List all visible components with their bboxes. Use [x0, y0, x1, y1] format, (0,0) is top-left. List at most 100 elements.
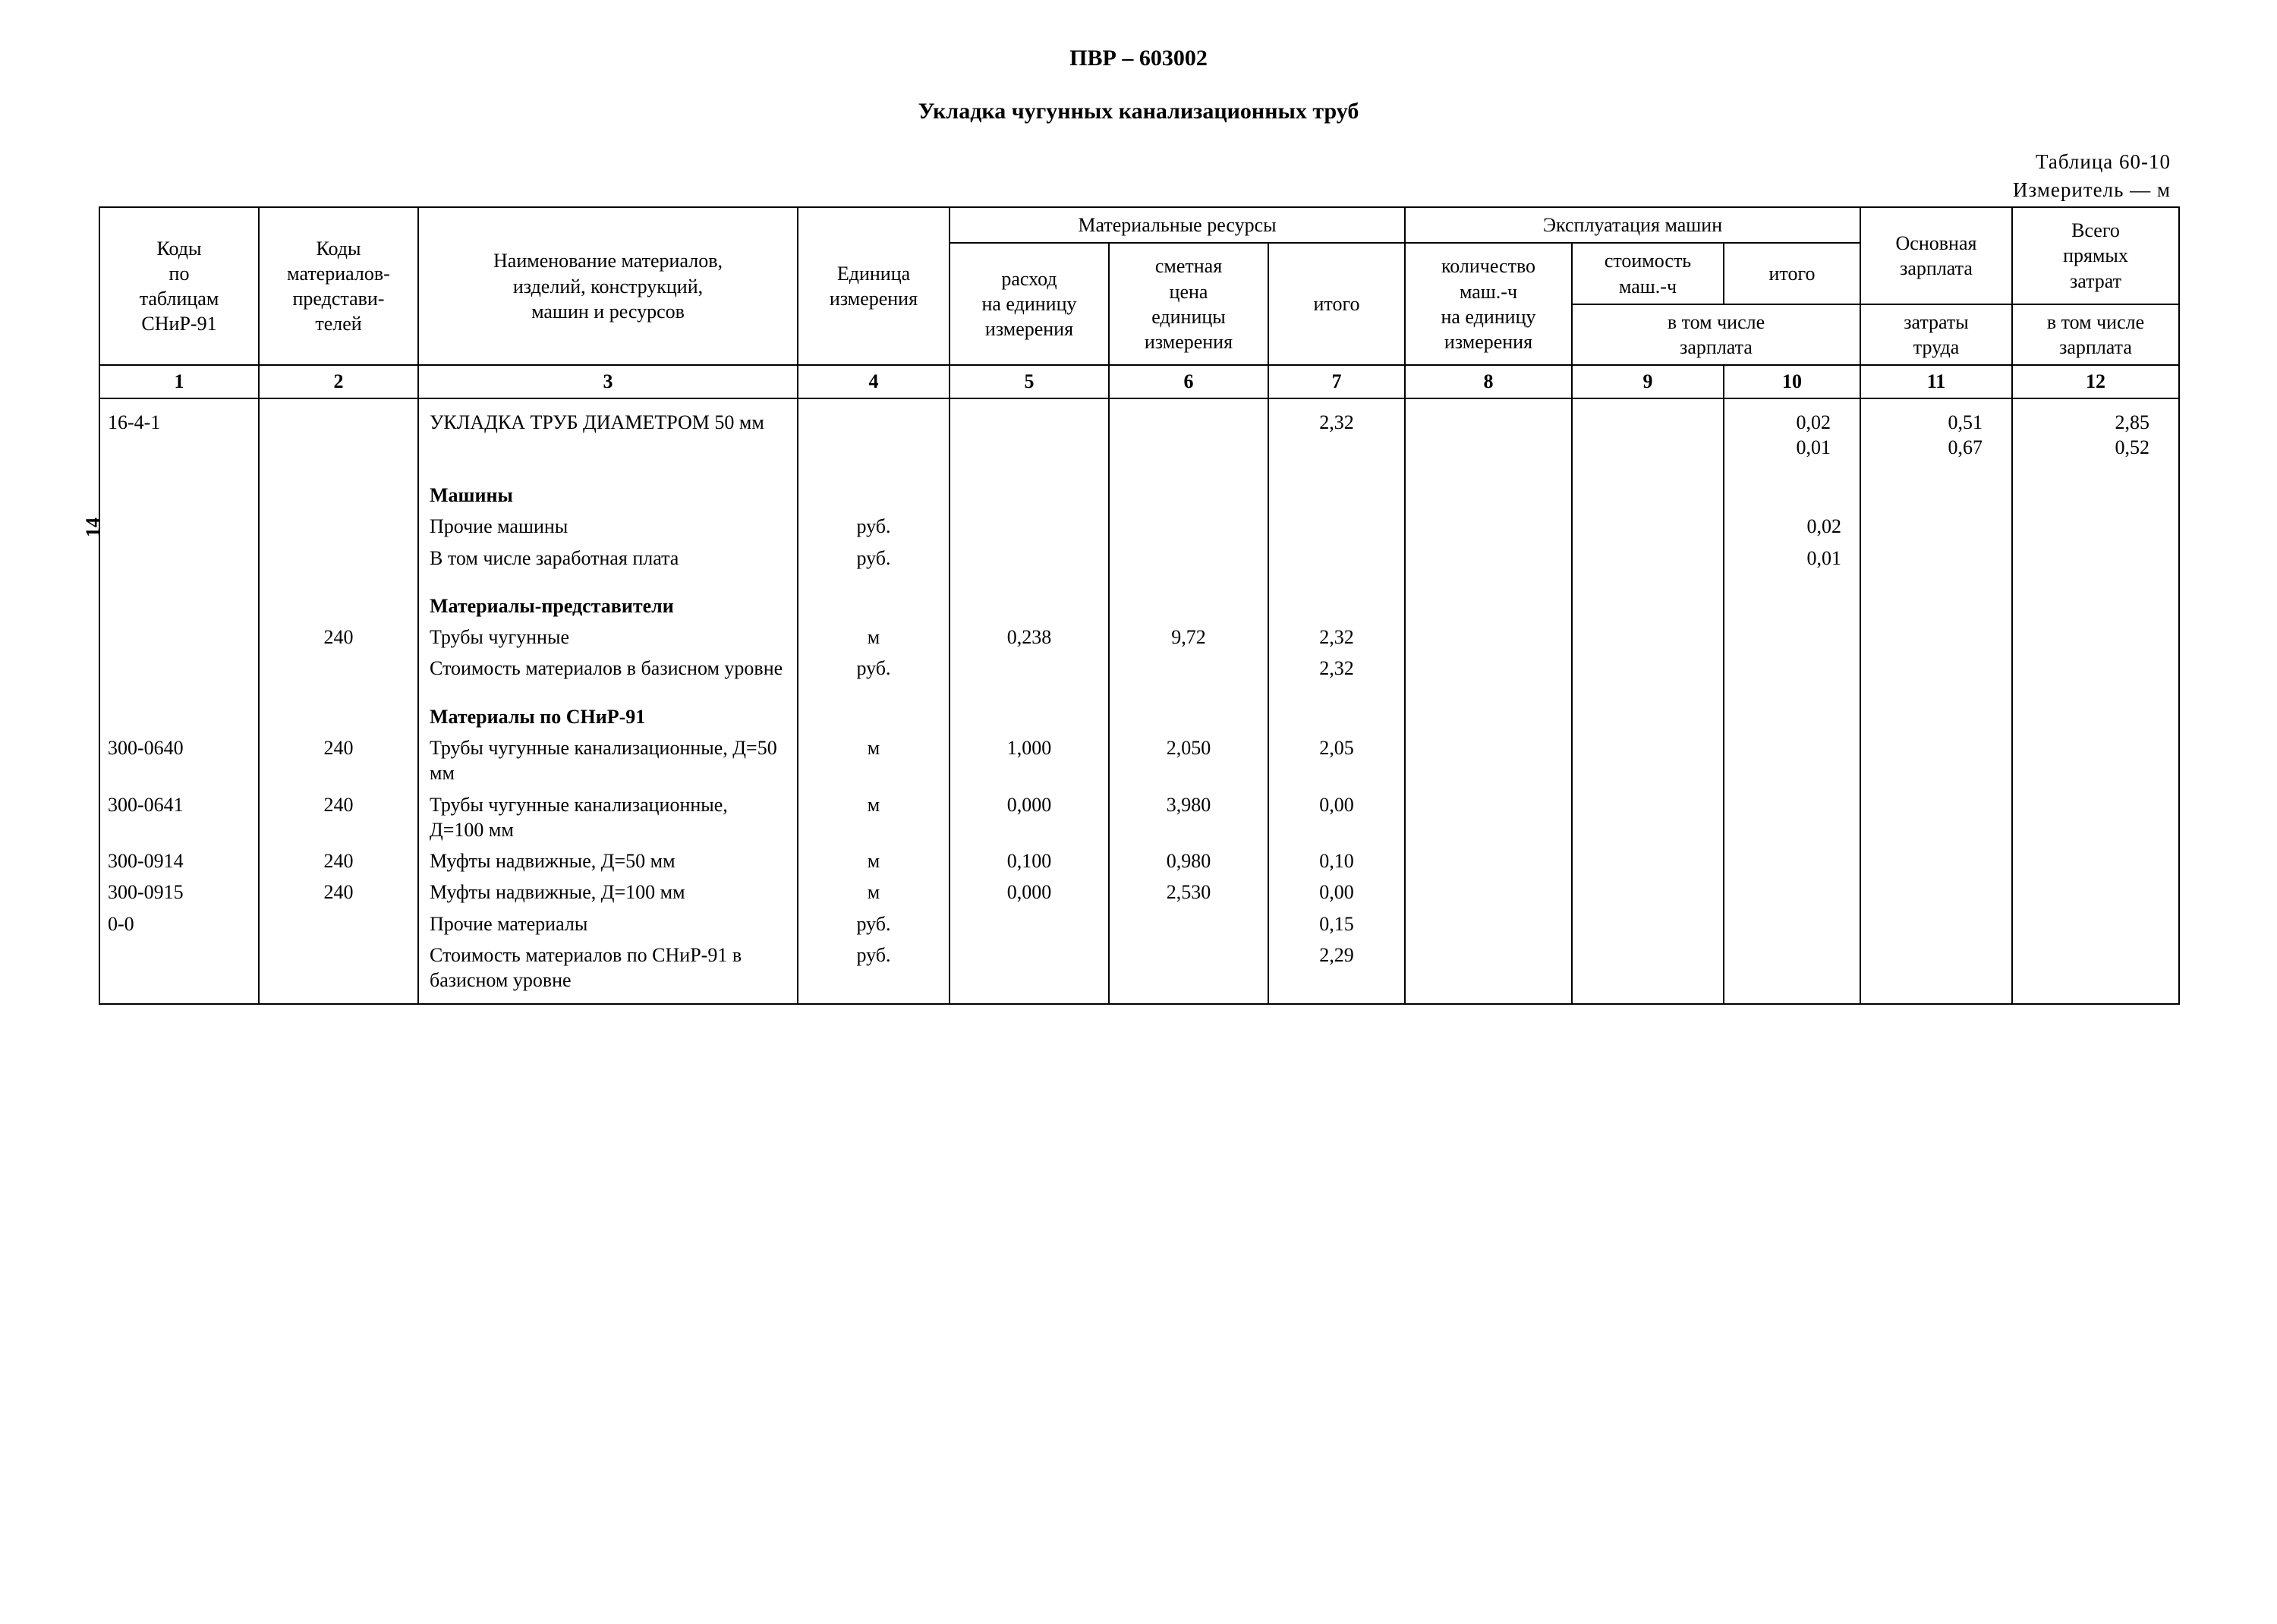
cell-col-2 [259, 685, 418, 701]
col-header-1: КодыпотаблицамСНиР-91 [99, 207, 259, 365]
cell-col-4 [798, 590, 950, 622]
cell-col-8 [1405, 398, 1572, 464]
cell-col-5 [950, 590, 1109, 622]
cell-col-7: 2,32 [1268, 398, 1405, 464]
cell-col-6: 2,050 [1109, 732, 1268, 789]
col-header-2: Кодыматериалов-представи-телей [259, 207, 418, 365]
cell-col-1: 300-0641 [99, 789, 259, 846]
cell-col-2 [259, 653, 418, 684]
cell-col-11 [1860, 877, 2012, 908]
column-number: 1 [99, 365, 259, 398]
cell-col-9 [1572, 653, 1724, 684]
cell-col-6 [1109, 653, 1268, 684]
cell-col-10: 0,01 [1724, 543, 1860, 574]
cell-col-11 [1860, 845, 2012, 877]
cell-col-6 [1109, 908, 1268, 939]
cell-col-2 [259, 574, 418, 590]
table-row: 300-0914240Муфты надвижные, Д=50 ммм0,10… [99, 845, 2179, 877]
cell-col-3: Трубы чугунные канализационные, Д=50 мм [418, 732, 798, 789]
cell-col-6: 9,72 [1109, 622, 1268, 653]
cell-col-12 [2012, 877, 2179, 908]
table-number-label: Таблица 60-10 [99, 150, 2178, 174]
cell-col-2 [259, 908, 418, 939]
cell-col-1: 300-0914 [99, 845, 259, 877]
cell-col-3 [418, 574, 798, 590]
column-number: 11 [1860, 365, 2012, 398]
cell-col-11 [1860, 685, 2012, 701]
cell-col-12 [2012, 939, 2179, 1005]
col-group-materials: Материальные ресурсы [950, 207, 1405, 243]
cell-col-6 [1109, 939, 1268, 1005]
cell-col-10 [1724, 908, 1860, 939]
cell-col-1: 300-0915 [99, 877, 259, 908]
cell-col-4: руб. [798, 653, 950, 684]
table-row: 16-4-1УКЛАДКА ТРУБ ДИАМЕТРОМ 50 мм2,320,… [99, 398, 2179, 464]
col-header-8: количествомаш.-чна единицуизмерения [1405, 243, 1572, 365]
cell-col-5: 0,100 [950, 845, 1109, 877]
cell-col-10 [1724, 463, 1860, 480]
cell-col-12 [2012, 590, 2179, 622]
cell-col-2 [259, 939, 418, 1005]
cell-col-10 [1724, 877, 1860, 908]
cell-col-1 [99, 511, 259, 542]
cell-col-9 [1572, 732, 1724, 789]
cell-col-2 [259, 480, 418, 511]
cell-col-5 [950, 908, 1109, 939]
cell-col-2 [259, 463, 418, 480]
cell-col-7: 0,00 [1268, 789, 1405, 846]
cell-col-7: 2,05 [1268, 732, 1405, 789]
cell-col-6 [1109, 398, 1268, 464]
cell-col-8 [1405, 685, 1572, 701]
cell-col-6 [1109, 574, 1268, 590]
table-row: Стоимость материалов в базисном уровнеру… [99, 653, 2179, 684]
cell-col-4 [798, 685, 950, 701]
column-number: 9 [1572, 365, 1724, 398]
cell-col-2 [259, 701, 418, 732]
cell-col-9 [1572, 398, 1724, 464]
cell-col-7: 0,15 [1268, 908, 1405, 939]
cell-col-4: м [798, 789, 950, 846]
cell-col-2: 240 [259, 789, 418, 846]
cell-col-6: 0,980 [1109, 845, 1268, 877]
cell-col-10 [1724, 590, 1860, 622]
document-page: 14 ПВР – 603002 Укладка чугунных канализ… [99, 46, 2178, 1005]
cell-col-12 [2012, 511, 2179, 542]
cell-col-8 [1405, 732, 1572, 789]
cell-col-4: руб. [798, 908, 950, 939]
col-header-11-top: Основнаязарплата [1860, 207, 2012, 304]
column-number: 12 [2012, 365, 2179, 398]
cell-col-3: Машины [418, 480, 798, 511]
cell-col-1 [99, 480, 259, 511]
cell-col-5 [950, 543, 1109, 574]
cell-col-4 [798, 701, 950, 732]
cell-col-8 [1405, 653, 1572, 684]
cell-col-9 [1572, 511, 1724, 542]
cell-col-3: УКЛАДКА ТРУБ ДИАМЕТРОМ 50 мм [418, 398, 798, 464]
cell-col-3: Муфты надвижные, Д=100 мм [418, 877, 798, 908]
cell-col-9 [1572, 939, 1724, 1005]
cell-col-3 [418, 685, 798, 701]
cell-col-12 [2012, 574, 2179, 590]
cell-col-6 [1109, 511, 1268, 542]
cell-col-5 [950, 701, 1109, 732]
table-row: Материалы по СНиР-91 [99, 701, 2179, 732]
col-header-7: итого [1268, 243, 1405, 365]
cell-col-6 [1109, 543, 1268, 574]
cell-col-2: 240 [259, 877, 418, 908]
cell-col-9 [1572, 685, 1724, 701]
cell-col-11 [1860, 543, 2012, 574]
cell-col-2: 240 [259, 845, 418, 877]
table-row: 300-0640240Трубы чугунные канализационны… [99, 732, 2179, 789]
cell-col-3: В том числе заработная плата [418, 543, 798, 574]
cell-col-5: 0,000 [950, 877, 1109, 908]
cell-col-11 [1860, 732, 2012, 789]
col-header-4: Единицаизмерения [798, 207, 950, 365]
cell-col-5: 0,238 [950, 622, 1109, 653]
cell-col-2: 240 [259, 732, 418, 789]
cell-col-6: 2,530 [1109, 877, 1268, 908]
cell-col-12 [2012, 701, 2179, 732]
cell-col-1 [99, 701, 259, 732]
cell-col-5 [950, 511, 1109, 542]
table-row: 0-0Прочие материалыруб.0,15 [99, 908, 2179, 939]
cell-col-10 [1724, 701, 1860, 732]
